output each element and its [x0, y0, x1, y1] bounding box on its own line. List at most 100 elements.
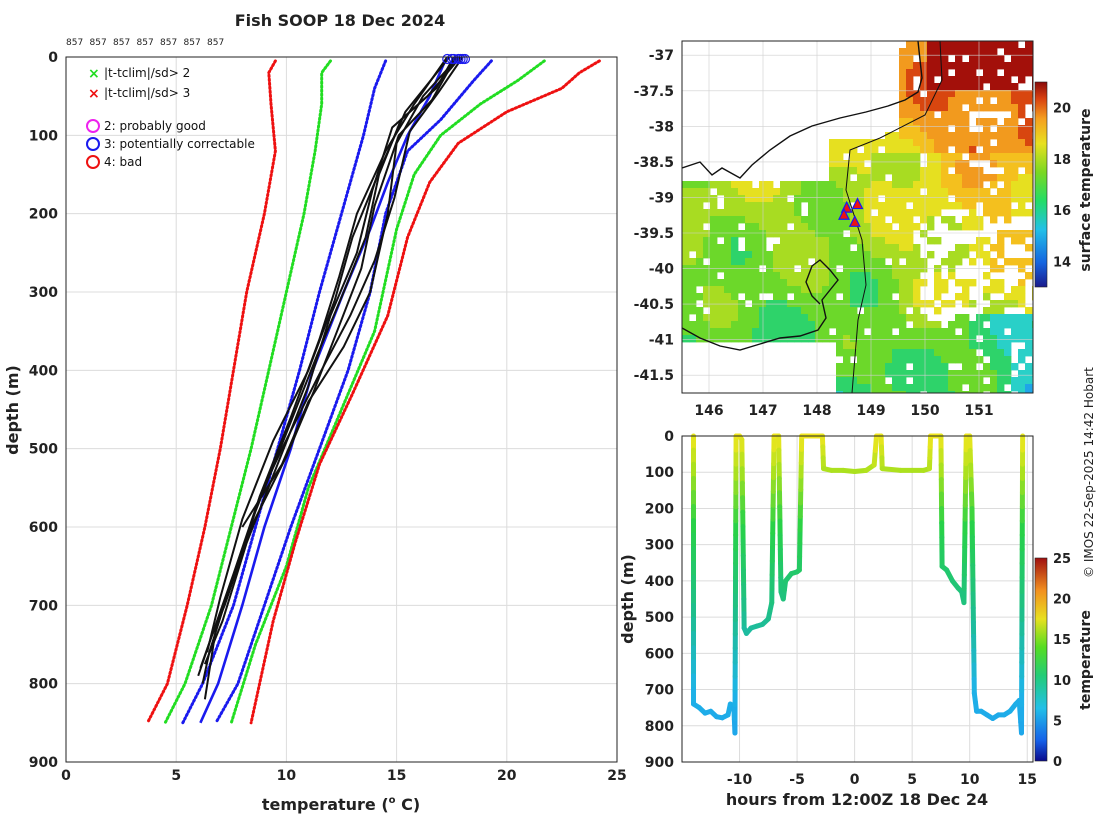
sst-cell: [899, 342, 907, 350]
sst-cell: [892, 244, 900, 252]
sst-cell: [843, 384, 851, 392]
sst-cell: [920, 167, 928, 175]
sst-cell: [899, 209, 907, 217]
sst-cell: [955, 314, 963, 322]
top-label: 857: [160, 38, 177, 48]
sst-cell: [934, 139, 942, 147]
sst-cell: [906, 391, 914, 393]
profile-line: [206, 56, 451, 653]
sst-cell: [780, 181, 788, 189]
legend-circle-marker: [86, 155, 100, 169]
sst-cell: [976, 62, 984, 70]
sst-cell: [885, 384, 893, 392]
sst-cell: [927, 97, 935, 105]
sst-cell: [738, 216, 746, 224]
sst-cell: [934, 335, 942, 343]
sst-cell: [822, 237, 830, 245]
sst-cell: [710, 321, 718, 329]
sst-cell: [955, 97, 963, 105]
sst-cell: [1018, 62, 1026, 70]
sst-cell: [724, 293, 732, 301]
sst-cell: [899, 230, 907, 238]
sst-cell: [997, 90, 1005, 98]
sst-cell: [913, 251, 921, 259]
sst-cell: [955, 244, 963, 252]
sst-cell: [948, 132, 956, 140]
sst-cell: [871, 153, 879, 161]
sst-cell: [990, 153, 998, 161]
sst-cell: [1018, 328, 1026, 336]
station-marker: [851, 197, 864, 210]
sst-cell: [913, 377, 921, 385]
sst-cell: [899, 237, 907, 245]
sst-cell: [885, 356, 893, 364]
sst-cell: [745, 328, 753, 336]
sst-cell: [962, 76, 970, 84]
sst-cell: [892, 363, 900, 371]
sst-cell: [731, 202, 739, 210]
sst-cell: [731, 328, 739, 336]
sst-cell: [794, 244, 802, 252]
profile-top-labels: 857 857 857 857 857 857 857: [66, 38, 224, 48]
sst-cell: [934, 48, 942, 56]
station-marker: [848, 214, 861, 227]
sst-cell: [969, 328, 977, 336]
sst-cell: [969, 69, 977, 77]
sst-cell: [983, 293, 991, 301]
sst-cell: [780, 202, 788, 210]
sst-cell: [941, 342, 949, 350]
sst-cell: [990, 48, 998, 56]
sst-cell: [836, 272, 844, 280]
sst-cell: [983, 209, 991, 217]
sst-cell: [857, 377, 865, 385]
sst-cell: [1025, 230, 1033, 238]
sst-cell: [885, 251, 893, 259]
sst-cell: [724, 188, 732, 196]
sst-cell: [927, 300, 935, 308]
sst-cell: [878, 160, 886, 168]
sst-cell: [1025, 146, 1033, 154]
sst-cell: [962, 349, 970, 357]
sst-cell: [829, 279, 837, 287]
sst-cell: [927, 76, 935, 84]
sst-cell: [920, 258, 928, 266]
sst-cell: [885, 286, 893, 294]
sst-cell: [892, 279, 900, 287]
sst-cell: [1025, 62, 1033, 70]
sst-cell: [857, 167, 865, 175]
map-xtick-label: 149: [856, 403, 885, 419]
sst-cell: [969, 167, 977, 175]
sst-cell: [878, 188, 886, 196]
sst-cell: [843, 307, 851, 315]
sst-cell: [969, 146, 977, 154]
sst-cell: [836, 384, 844, 392]
sst-cell: [976, 370, 984, 378]
sst-cell: [878, 363, 886, 371]
sst-cell: [885, 139, 893, 147]
sst-cell: [850, 272, 858, 280]
sst-cell: [836, 300, 844, 308]
sst-cell: [1011, 230, 1019, 238]
map-ytick-label: -40: [649, 262, 675, 278]
sst-cell: [962, 188, 970, 196]
sst-cell: [808, 286, 816, 294]
sst-cell: [745, 272, 753, 280]
sst-cell: [787, 216, 795, 224]
sst-cell: [773, 230, 781, 238]
sst-cell: [829, 321, 837, 329]
sst-cell: [983, 69, 991, 77]
sst-cell: [787, 251, 795, 259]
map-ytick-label: -38.5: [634, 155, 674, 171]
sst-cell: [962, 97, 970, 105]
sst-cell: [934, 384, 942, 392]
sst-cell: [920, 195, 928, 203]
temperature-colorbar-tick: 5: [1053, 714, 1062, 729]
legend-label: 3: potentially correctable: [104, 137, 255, 151]
sst-cell: [850, 230, 858, 238]
sst-cell: [864, 335, 872, 343]
sst-cell: [990, 335, 998, 343]
sst-cell: [801, 244, 809, 252]
sst-cell: [899, 370, 907, 378]
sst-cell: [997, 307, 1005, 315]
sst-cell: [1004, 174, 1012, 182]
